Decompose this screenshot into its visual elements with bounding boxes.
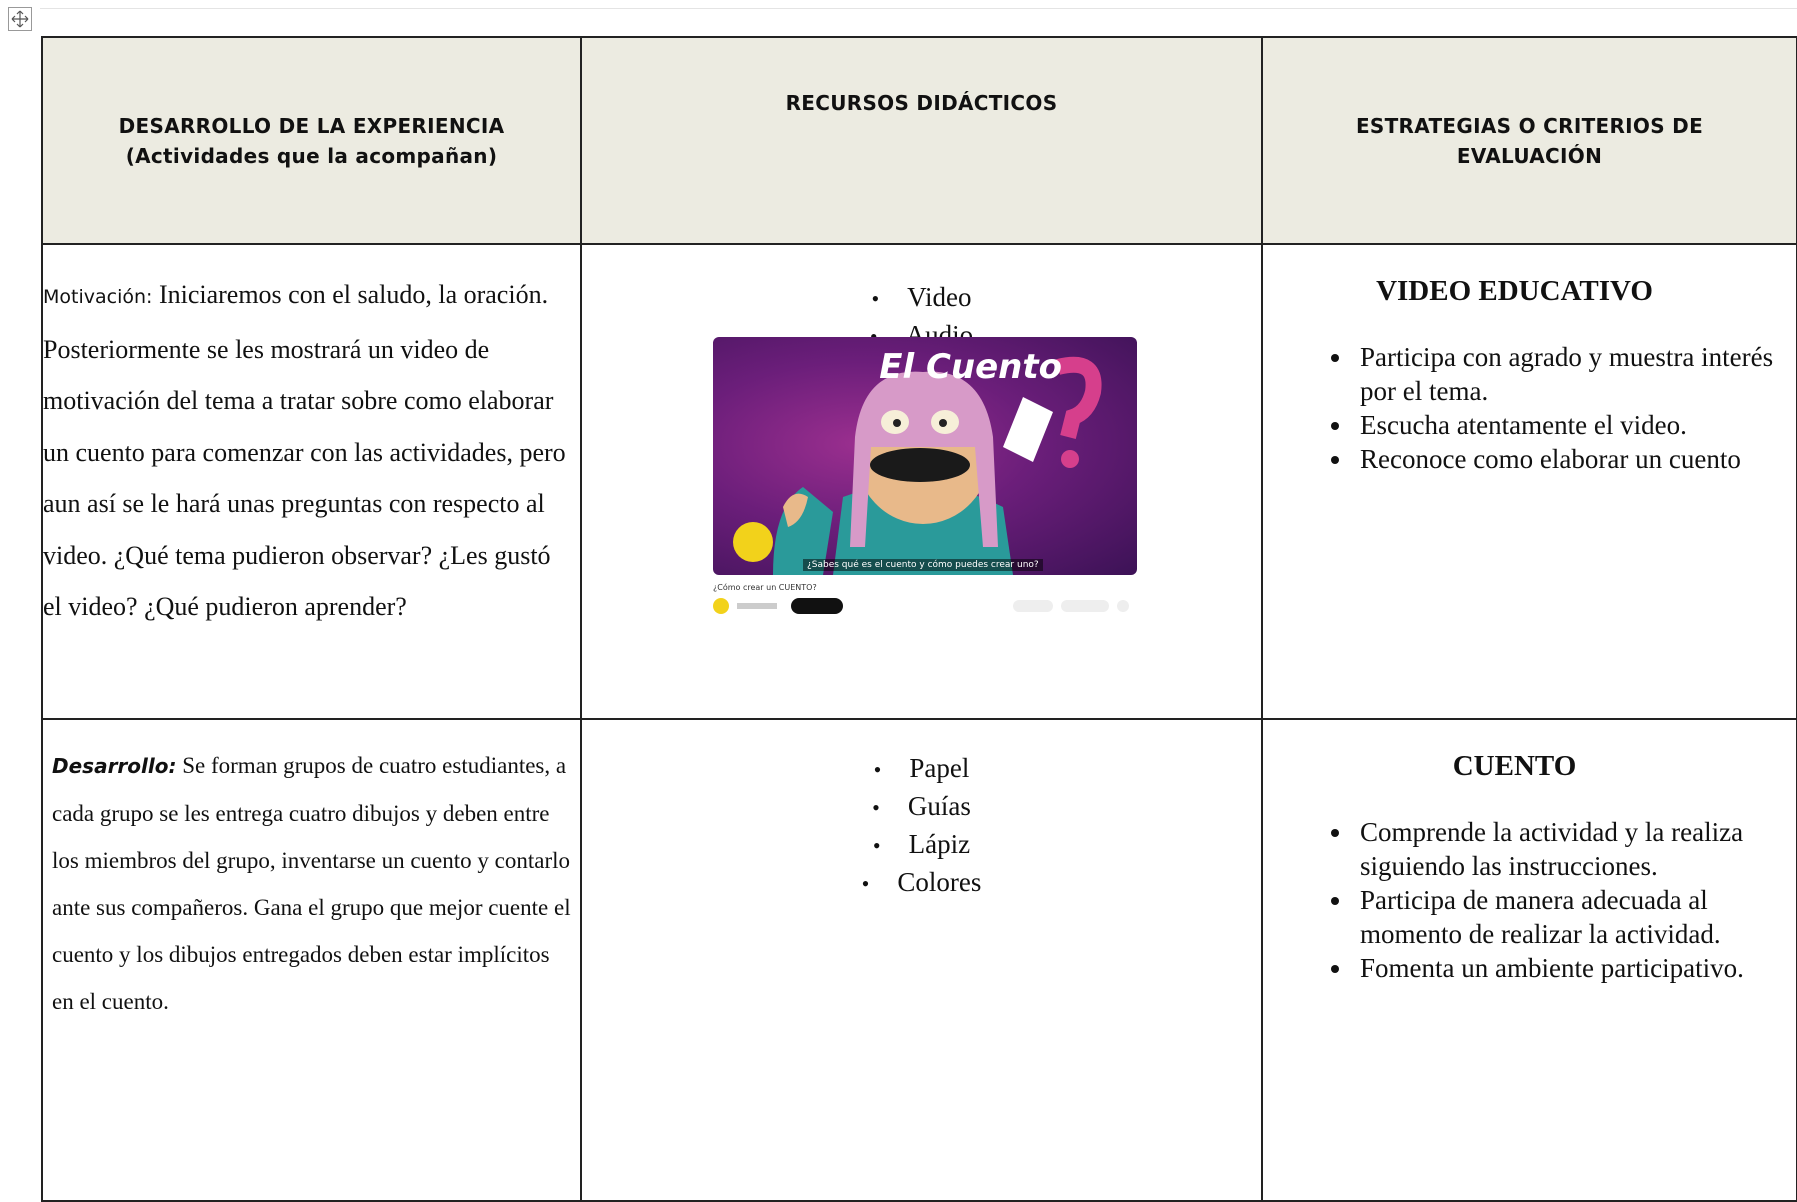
- resource: Colores: [582, 864, 1261, 902]
- resource: Lápiz: [582, 826, 1261, 864]
- header-text: ESTRATEGIAS O CRITERIOS DE EVALUACIÓN: [1355, 113, 1704, 168]
- subscribe-button[interactable]: [791, 598, 843, 614]
- ruler-line: [40, 8, 1797, 9]
- like-button[interactable]: [1013, 600, 1053, 612]
- header-cell: DESARROLLO DE LA EXPERIENCIA (Actividades…: [41, 36, 582, 245]
- video-subtitle: ¿Sabes qué es el cuento y cómo puedes cr…: [803, 559, 1043, 571]
- evaluation-item: Reconoce como elaborar un cuento: [1354, 442, 1788, 476]
- more-button[interactable]: [1117, 600, 1129, 612]
- share-button[interactable]: [1061, 600, 1109, 612]
- row: Motivación: Iniciaremos con el saludo, l…: [41, 243, 1797, 720]
- video-info: ¿Cómo crear un CUENTO?: [713, 583, 1137, 614]
- evaluation-item: Escucha atentamente el video.: [1354, 408, 1788, 442]
- activity-text: Iniciaremos con el saludo, la oración. P…: [43, 280, 566, 621]
- header-text: RECURSOS DIDÁCTICOS: [785, 91, 1058, 115]
- channel-avatar: [713, 598, 729, 614]
- evaluation-list: Participa con agrado y muestra interés p…: [1263, 340, 1796, 476]
- header-cell: RECURSOS DIDÁCTICOS: [580, 36, 1263, 245]
- evaluation-title: VIDEO EDUCATIVO: [1376, 275, 1653, 307]
- cell: Desarrollo: Se forman grupos de cuatro e…: [41, 718, 582, 1202]
- header-cell: ESTRATEGIAS O CRITERIOS DE EVALUACIÓN: [1261, 36, 1797, 245]
- page: {"table": { "headers": [["DESARROLLO DE …: [0, 0, 1797, 1134]
- evaluation-list: Comprende la actividad y la realiza sigu…: [1263, 815, 1796, 985]
- cell: CUENTO Comprende la actividad y la reali…: [1261, 718, 1797, 1202]
- resource: Guías: [582, 788, 1261, 826]
- cell: Motivación: Iniciaremos con el saludo, l…: [41, 243, 582, 720]
- header-text: DESARROLLO DE LA EXPERIENCIA: [118, 113, 505, 138]
- cell: Papel Guías Lápiz Colores: [580, 718, 1263, 1202]
- video-title: El Cuento: [879, 347, 1062, 387]
- evaluation-item: Participa con agrado y muestra interés p…: [1354, 340, 1788, 408]
- resource: Papel: [582, 750, 1261, 788]
- evaluation-title: CUENTO: [1452, 750, 1577, 782]
- video-caption: ¿Cómo crear un CUENTO?: [713, 583, 817, 592]
- evaluation-item: Fomenta un ambiente participativo.: [1354, 951, 1788, 985]
- header-row: DESARROLLO DE LA EXPERIENCIA (Actividades…: [41, 36, 1797, 245]
- activity-label: Desarrollo:: [52, 754, 177, 778]
- activity: Desarrollo: Se forman grupos de cuatro e…: [43, 720, 580, 1025]
- evaluation-item: Comprende la actividad y la realiza sigu…: [1354, 815, 1788, 883]
- evaluation-item: Participa de manera adecuada al momento …: [1354, 883, 1788, 951]
- channel-name: [737, 603, 777, 609]
- activity: Motivación: Iniciaremos con el saludo, l…: [43, 245, 580, 633]
- resource: Video: [582, 279, 1261, 317]
- activity-text: Se forman grupos de cuatro estudiantes, …: [52, 753, 571, 1014]
- puppet-illustration: [733, 356, 1102, 575]
- planning-table: DESARROLLO DE LA EXPERIENCIA (Actividades…: [41, 36, 1797, 1202]
- cell: VIDEO EDUCATIVO Participa con agrado y m…: [1261, 243, 1797, 720]
- table-move-handle[interactable]: [8, 7, 32, 31]
- video-controls: [713, 598, 1137, 614]
- row: Desarrollo: Se forman grupos de cuatro e…: [41, 718, 1797, 1202]
- header-text: (Actividades que la acompañan): [125, 143, 498, 168]
- video-thumbnail[interactable]: El Cuento ¿Sabes qué es el cuento y cómo…: [713, 337, 1137, 575]
- resource-list: Papel Guías Lápiz Colores: [582, 720, 1261, 902]
- activity-label: Motivación:: [43, 286, 153, 308]
